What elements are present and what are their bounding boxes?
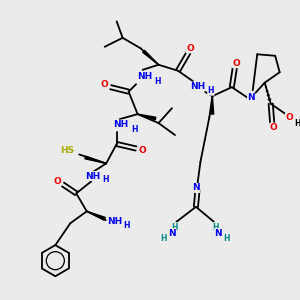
Text: H: H [294,118,300,127]
Text: O: O [186,44,194,53]
Text: O: O [54,177,61,186]
Text: H: H [208,86,214,95]
Polygon shape [143,50,158,65]
Polygon shape [211,96,214,114]
Text: HS: HS [60,146,74,155]
Text: NH: NH [113,120,129,129]
Text: H: H [102,176,109,184]
Text: N: N [192,184,200,193]
Polygon shape [138,114,156,120]
Text: H: H [154,77,161,86]
Text: H: H [123,221,130,230]
Text: H: H [212,223,219,232]
Text: O: O [101,80,109,89]
Text: NH: NH [190,82,205,91]
Text: N: N [168,229,176,238]
Text: H: H [161,234,167,243]
Text: H: H [223,234,230,243]
Text: O: O [232,59,240,68]
Text: O: O [270,123,278,132]
Text: H: H [131,124,138,134]
Text: NH: NH [137,72,152,81]
Text: NH: NH [85,172,100,181]
Text: NH: NH [107,217,122,226]
Polygon shape [87,211,105,220]
Text: N: N [248,93,255,102]
Text: N: N [214,229,222,238]
Text: O: O [138,146,146,155]
Text: O: O [285,113,293,122]
Polygon shape [85,156,106,164]
Text: H: H [172,223,178,232]
